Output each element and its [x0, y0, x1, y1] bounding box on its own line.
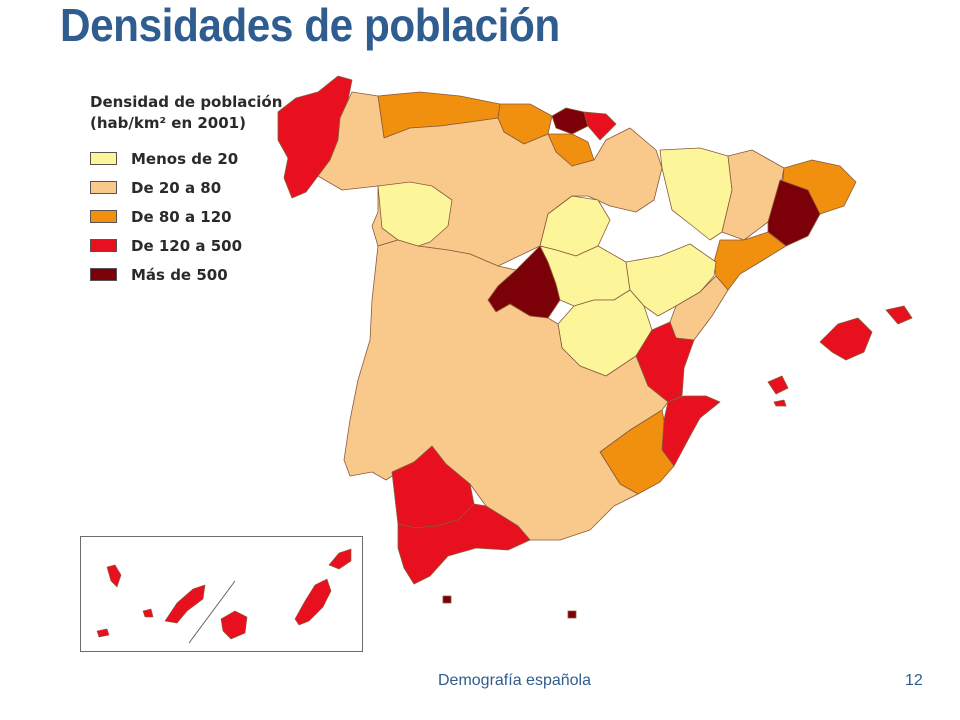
legend-swatch — [90, 268, 117, 281]
legend-item-20-80: De 20 a 80 — [90, 173, 282, 202]
region-barcelona — [767, 179, 821, 247]
region-central-south — [343, 239, 669, 541]
island-tenerife — [164, 584, 206, 624]
region-guipuzcoa — [583, 111, 617, 141]
legend-item-120-500: De 120 a 500 — [90, 231, 282, 260]
page-number: 12 — [905, 672, 923, 689]
legend-swatch — [90, 239, 117, 252]
island-la-gomera — [142, 608, 154, 618]
legend-label: De 120 a 500 — [131, 236, 243, 255]
island-la-palma — [106, 564, 122, 588]
island-fuerteventura — [294, 578, 332, 626]
island-menorca — [885, 305, 913, 325]
legend-title-line2: (hab/km² en 2001) — [90, 114, 246, 132]
legend-label: De 20 a 80 — [131, 178, 222, 197]
island-el-hierro — [96, 628, 110, 638]
island-mallorca — [819, 317, 873, 361]
canary-islands-map — [96, 548, 352, 644]
legend-label: Más de 500 — [131, 265, 228, 284]
legend-swatch — [90, 181, 117, 194]
legend-title-line1: Densidad de población — [90, 93, 283, 111]
region-cadiz-malaga — [397, 503, 531, 585]
region-alicante — [661, 395, 721, 467]
region-melilla — [567, 610, 577, 619]
legend-swatch — [90, 152, 117, 165]
canary-islands-inset — [80, 536, 363, 652]
region-vizcaya — [551, 107, 589, 135]
map-legend: Densidad de población (hab/km² en 2001) … — [90, 92, 282, 289]
region-huesca — [659, 147, 733, 241]
island-gran-canaria — [220, 610, 248, 640]
legend-label: Menos de 20 — [131, 149, 239, 168]
island-lanzarote — [328, 548, 352, 570]
region-tarragona — [713, 231, 787, 291]
slide-title: Densidades de población — [60, 0, 560, 51]
region-ceuta — [442, 595, 452, 604]
legend-item-menos-20: Menos de 20 — [90, 144, 282, 173]
legend-swatch — [90, 210, 117, 223]
legend-label: De 80 a 120 — [131, 207, 232, 226]
inset-divider-line — [188, 580, 236, 644]
legend-item-80-120: De 80 a 120 — [90, 202, 282, 231]
legend-item-mas-500: Más de 500 — [90, 260, 282, 289]
island-ibiza — [767, 375, 789, 395]
region-zamora-light — [377, 181, 453, 247]
legend-title: Densidad de población (hab/km² en 2001) — [90, 92, 282, 134]
slide-footer: Demografía española — [438, 672, 591, 689]
island-formentera — [773, 399, 787, 407]
